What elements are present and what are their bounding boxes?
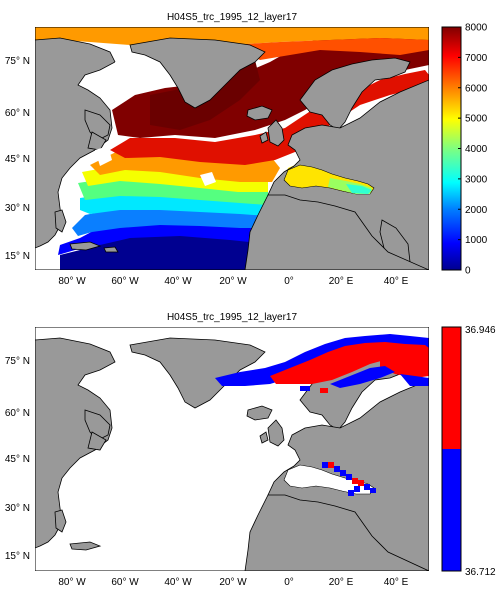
- panel-2-xtick: 80° W: [58, 577, 86, 588]
- panel-2-ytick: 15° N: [5, 551, 30, 562]
- panel-1-mediterranean: [283, 164, 375, 195]
- panel-2-mediterranean: [283, 462, 376, 496]
- panel-1-xtick: 40° E: [384, 276, 409, 287]
- panel-1-ytick: 60° N: [5, 108, 30, 119]
- panel-1-map-area: [35, 27, 429, 270]
- panel-2-colorbar-frame: [441, 326, 462, 572]
- panel-2-class-field: [215, 334, 429, 393]
- panel-2-xtick: 20° W: [219, 577, 247, 588]
- panel-2-x-axis: 80° W 60° W 40° W 20° W 0° 20° E 40° E: [58, 577, 408, 588]
- panel-1-ytick: 75° N: [5, 56, 30, 67]
- panel-2-colorbar-class-low: [442, 449, 461, 571]
- panel-1-xtick: 0°: [284, 276, 294, 287]
- panel-2-colorbar-class-high: [442, 327, 461, 449]
- panel-1-xtick: 80° W: [58, 276, 86, 287]
- panel-1-colorbar-tick-label: 7000: [465, 53, 488, 64]
- panel-1-colorbar-tick-label: 1000: [465, 235, 488, 246]
- panel-1-colorbar-tick-label: 3000: [465, 174, 488, 185]
- panel-2-y-axis: 75° N 60° N 45° N 30° N 15° N: [5, 356, 30, 562]
- panel-2-ytick: 75° N: [5, 356, 30, 367]
- panel-2-colorbar: 36.946 36.712: [441, 325, 496, 578]
- panel-2-map-area: [35, 327, 429, 571]
- map-panel-2: H04S5_trc_1995_12_layer17: [5, 312, 496, 588]
- panel-2-xtick: 40° E: [384, 577, 409, 588]
- panel-1-title: H04S5_trc_1995_12_layer17: [167, 12, 298, 23]
- panel-1-ytick: 45° N: [5, 154, 30, 165]
- panel-1-nodata: [95, 60, 216, 186]
- panel-2-ytick: 45° N: [5, 454, 30, 465]
- panel-2-colorbar-min-label: 36.712: [465, 567, 496, 578]
- panel-1-colorbar-tick-label: 4000: [465, 144, 488, 155]
- panel-1-colorbar: 8000 7000 6000 5000 4000 3000 2000 1000 0: [441, 23, 488, 277]
- panel-1-colorbar-tick-label: 0: [465, 266, 471, 277]
- panel-2-ytick: 60° N: [5, 408, 30, 419]
- panel-1-x-axis: 80° W 60° W 40° W 20° W 0° 20° E 40° E: [58, 276, 408, 287]
- panel-1-xtick: 40° W: [164, 276, 192, 287]
- panel-1-ytick: 15° N: [5, 251, 30, 262]
- panel-2-ytick: 30° N: [5, 503, 30, 514]
- panel-2-colorbar-max-label: 36.946: [465, 325, 496, 336]
- panel-1-colorbar-tick-label: 8000: [465, 23, 488, 34]
- panel-1-xtick: 20° W: [219, 276, 247, 287]
- panel-1-y-axis: 75° N 60° N 45° N 30° N 15° N: [5, 56, 30, 262]
- panel-2-xtick: 0°: [284, 577, 294, 588]
- panel-1-colorbar-tick-label: 2000: [465, 205, 488, 216]
- panel-2-xtick: 60° W: [111, 577, 139, 588]
- panel-2-xtick: 20° E: [329, 577, 354, 588]
- panel-1-xtick: 20° E: [329, 276, 354, 287]
- panel-1-colorbar-tick-label: 6000: [465, 83, 488, 94]
- map-panel-1: H04S5_trc_1995_12_layer17: [5, 12, 488, 287]
- panel-2-xtick: 40° W: [164, 577, 192, 588]
- panel-1-land: [35, 37, 429, 270]
- panel-1-xtick: 60° W: [111, 276, 139, 287]
- panel-1-colorbar-tick-label: 5000: [465, 114, 488, 125]
- panel-1-ytick: 30° N: [5, 203, 30, 214]
- panel-2-title: H04S5_trc_1995_12_layer17: [167, 312, 298, 323]
